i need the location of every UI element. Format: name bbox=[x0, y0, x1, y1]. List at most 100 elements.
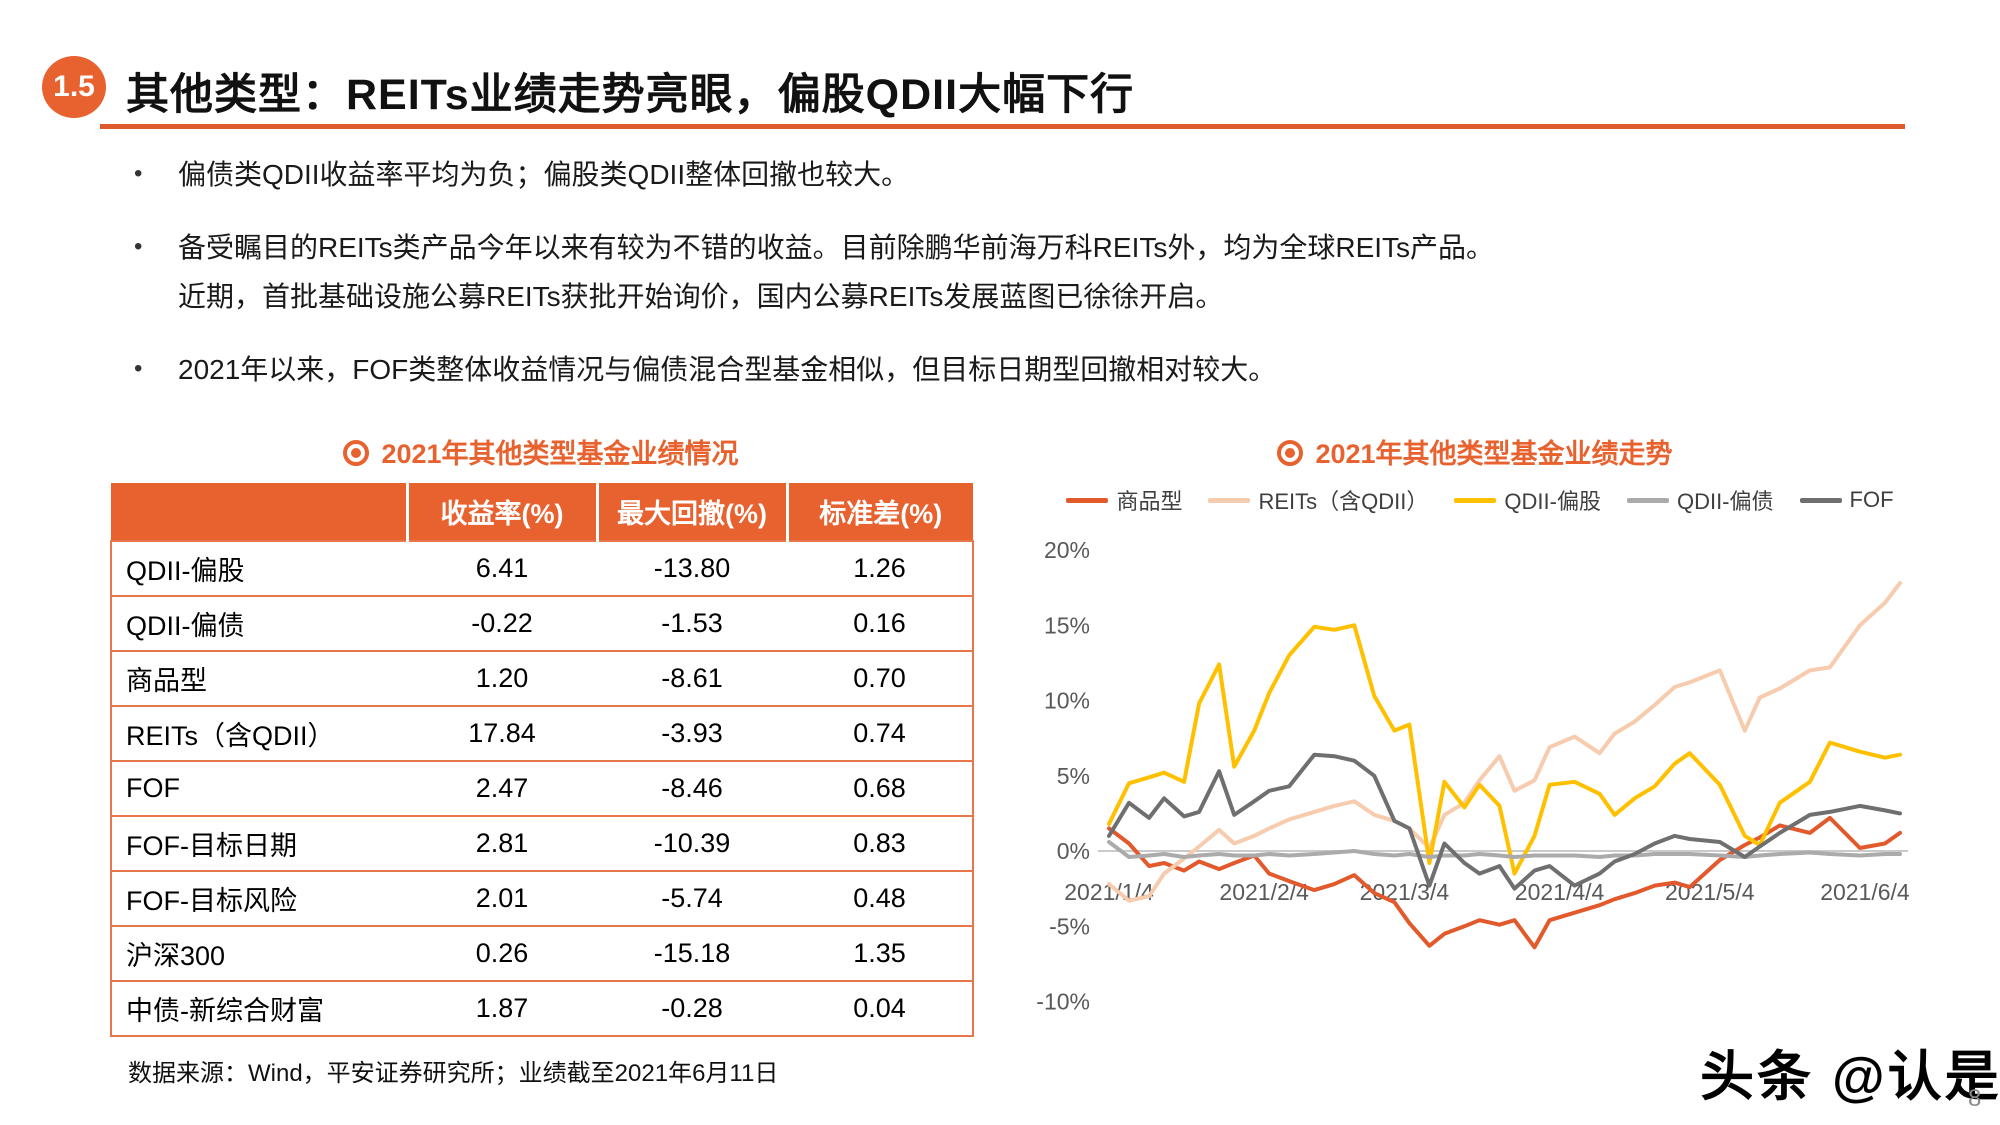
legend-label: FOF bbox=[1849, 487, 1894, 512]
bullet-dot-icon: • bbox=[134, 233, 143, 260]
table-cell-label: 商品型 bbox=[110, 650, 407, 706]
table-cell-value: 0.83 bbox=[787, 815, 974, 871]
legend-label: QDII-偏股 bbox=[1504, 489, 1601, 514]
table-cell-value: -10.39 bbox=[597, 815, 787, 871]
table-cell-value: -5.74 bbox=[597, 870, 787, 926]
legend-item: QDII-偏债 bbox=[1626, 484, 1774, 516]
table-cell-label: 沪深300 bbox=[110, 925, 407, 981]
bullet-dot-icon: • bbox=[134, 355, 143, 382]
watermark: 头条 @认是 bbox=[1700, 1047, 2000, 1107]
series-line-4 bbox=[1107, 752, 1902, 891]
bullet-item: • 备受瞩目的REITs类产品今年以来有较为不错的收益。目前除鹏华前海万科REIT… bbox=[134, 223, 1504, 321]
table-cell-value: 0.48 bbox=[787, 870, 974, 926]
chart-legend: 商品型 REITs（含QDII） QDII-偏股 QDII-偏债 FOF bbox=[1045, 484, 1915, 516]
title-underline bbox=[100, 124, 1905, 129]
table-header-cell: 标准差(%) bbox=[785, 483, 973, 541]
table-body: QDII-偏股 6.41 -13.80 1.26 QDII-偏债 -0.22 -1.53 0.… bbox=[110, 540, 974, 1037]
table-cell-value: 1.35 bbox=[787, 925, 974, 981]
table-cell-value: 2.01 bbox=[407, 870, 597, 926]
table-title-text: 2021年其他类型基金业绩情况 bbox=[381, 439, 739, 469]
y-axis-label: -10% bbox=[1036, 989, 1090, 1015]
table-row: QDII-偏股 6.41 -13.80 1.26 bbox=[110, 540, 974, 596]
table-row: FOF 2.47 -8.46 0.68 bbox=[110, 760, 974, 816]
x-axis-label: 2021/4/4 bbox=[1515, 879, 1605, 905]
table-cell-label: REITs（含QDII） bbox=[110, 705, 407, 761]
table-cell-value: 6.41 bbox=[407, 540, 597, 596]
table-cell-label: FOF bbox=[110, 760, 407, 816]
y-axis-label: 15% bbox=[1044, 612, 1090, 638]
page-title: 其他类型：REITs业绩走势亮眼，偏股QDII大幅下行 bbox=[126, 71, 1135, 119]
series-line-0 bbox=[1107, 815, 1902, 950]
table-cell-value: 0.68 bbox=[787, 760, 974, 816]
page-number: 8 bbox=[1968, 1085, 1982, 1112]
legend-label: QDII-偏债 bbox=[1676, 489, 1774, 514]
legend-item: REITs（含QDII） bbox=[1208, 484, 1428, 516]
performance-chart: 20%15%10%5%0%-5%-10%2021/1/4 2021/2/4 2021… bbox=[1036, 537, 1910, 1015]
legend-swatch bbox=[1454, 497, 1497, 503]
table-cell-value: 1.20 bbox=[407, 650, 597, 706]
y-axis-label: 20% bbox=[1044, 537, 1090, 563]
bullet-item: • 2021年以来，FOF类整体收益情况与偏债混合型基金相似，但目标日期型回撤相对… bbox=[134, 345, 1504, 394]
table-cell-value: -3.93 bbox=[597, 705, 787, 761]
table-cell-value: 2.81 bbox=[407, 815, 597, 871]
y-axis-label: 10% bbox=[1044, 688, 1090, 714]
table-title: 2021年其他类型基金业绩情况 bbox=[110, 432, 972, 471]
table-cell-value: 0.26 bbox=[407, 925, 597, 981]
bullet-list: • 偏债类QDII收益率平均为负；偏股类QDII整体回撤也较大。 • 备受瞩目的REI… bbox=[134, 150, 1504, 418]
legend-item: QDII-偏股 bbox=[1454, 484, 1601, 516]
bullet-dot-icon: • bbox=[134, 160, 143, 187]
legend-swatch bbox=[1799, 497, 1842, 503]
legend-label: 商品型 bbox=[1116, 489, 1183, 514]
y-axis-label: -5% bbox=[1049, 913, 1090, 939]
series-line-2 bbox=[1107, 623, 1902, 876]
table-cell-value: 2.47 bbox=[407, 760, 597, 816]
legend-swatch bbox=[1066, 497, 1109, 503]
series-line-1 bbox=[1107, 581, 1902, 903]
bullseye-icon bbox=[1277, 440, 1304, 466]
bullseye-icon bbox=[343, 440, 370, 466]
bullet-text: 偏债类QDII收益率平均为负；偏股类QDII整体回撤也较大。 bbox=[178, 159, 910, 190]
table-cell-label: QDII-偏债 bbox=[110, 595, 407, 651]
table-cell-value: -1.53 bbox=[597, 595, 787, 651]
table-cell-value: -15.18 bbox=[597, 925, 787, 981]
x-axis-label: 2021/6/4 bbox=[1820, 879, 1910, 905]
table-header-row: 收益率(%) 最大回撤(%) 标准差(%) bbox=[111, 483, 973, 541]
table-row: QDII-偏债 -0.22 -1.53 0.16 bbox=[110, 595, 974, 651]
table-header-cell: 收益率(%) bbox=[405, 483, 597, 541]
table-cell-value: -13.80 bbox=[597, 540, 787, 596]
table-row: 中债-新综合财富 1.87 -0.28 0.04 bbox=[110, 980, 974, 1037]
legend-label: REITs（含QDII） bbox=[1258, 489, 1429, 514]
legend-swatch bbox=[1626, 497, 1669, 503]
table-cell-value: -0.28 bbox=[597, 980, 787, 1037]
legend-swatch bbox=[1208, 497, 1251, 503]
legend-item: 商品型 bbox=[1066, 484, 1182, 516]
table-cell-value: 0.74 bbox=[787, 705, 974, 761]
table-cell-label: QDII-偏股 bbox=[110, 540, 407, 596]
table-cell-value: 1.87 bbox=[407, 980, 597, 1037]
table-cell-label: FOF-目标风险 bbox=[110, 870, 407, 926]
table-cell-value: 0.16 bbox=[787, 595, 974, 651]
y-axis-label: 0% bbox=[1057, 838, 1090, 864]
table-header-cell bbox=[111, 483, 407, 541]
table-cell-value: -8.46 bbox=[597, 760, 787, 816]
table-cell-label: 中债-新综合财富 bbox=[110, 980, 407, 1037]
table-cell-label: FOF-目标日期 bbox=[110, 815, 407, 871]
table-cell-value: 0.70 bbox=[787, 650, 974, 706]
chart-title: 2021年其他类型基金业绩走势 bbox=[1055, 432, 1895, 471]
table-header-cell: 最大回撤(%) bbox=[595, 483, 787, 541]
legend-item: FOF bbox=[1799, 487, 1894, 513]
bullet-text: 2021年以来，FOF类整体收益情况与偏债混合型基金相似，但目标日期型回撤相对较… bbox=[178, 354, 1277, 385]
table-row: REITs（含QDII） 17.84 -3.93 0.74 bbox=[110, 705, 974, 761]
bullet-item: • 偏债类QDII收益率平均为负；偏股类QDII整体回撤也较大。 bbox=[134, 150, 1504, 199]
table-cell-value: 17.84 bbox=[407, 705, 597, 761]
table-cell-value: 0.04 bbox=[787, 980, 974, 1037]
chart-title-text: 2021年其他类型基金业绩走势 bbox=[1315, 439, 1673, 469]
table-cell-value: 1.26 bbox=[787, 540, 974, 596]
table-row: 沪深300 0.26 -15.18 1.35 bbox=[110, 925, 974, 981]
source-note: 数据来源：Wind，平安证券研究所；业绩截至2021年6月11日 bbox=[128, 1060, 779, 1087]
table-cell-value: -0.22 bbox=[407, 595, 597, 651]
table-cell-value: -8.61 bbox=[597, 650, 787, 706]
performance-table: 收益率(%) 最大回撤(%) 标准差(%) QDII-偏股 6.41 -13.80 1.2… bbox=[110, 483, 974, 1037]
table-row: FOF-目标日期 2.81 -10.39 0.83 bbox=[110, 815, 974, 871]
